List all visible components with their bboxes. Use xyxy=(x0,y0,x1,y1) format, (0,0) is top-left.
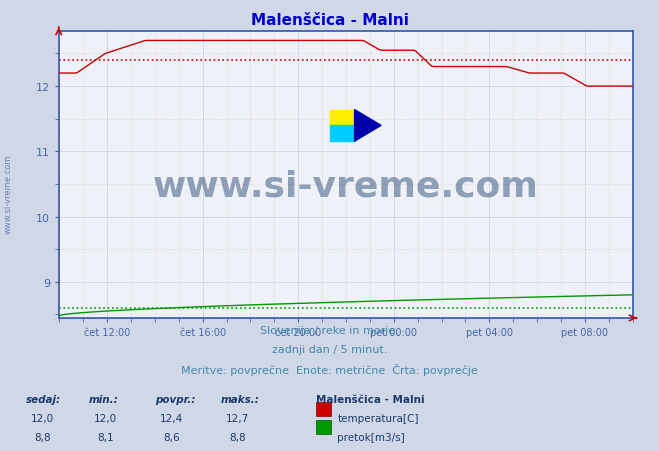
Text: 8,8: 8,8 xyxy=(229,432,246,442)
Text: Malenščica - Malni: Malenščica - Malni xyxy=(316,395,425,405)
Text: zadnji dan / 5 minut.: zadnji dan / 5 minut. xyxy=(272,345,387,354)
Text: 12,0: 12,0 xyxy=(31,414,55,423)
Text: 12,0: 12,0 xyxy=(94,414,117,423)
Text: temperatura[C]: temperatura[C] xyxy=(337,414,419,423)
Text: min.:: min.: xyxy=(89,395,119,405)
Text: Slovenija / reke in morje.: Slovenija / reke in morje. xyxy=(260,326,399,336)
Text: povpr.:: povpr.: xyxy=(155,395,195,405)
Text: www.si-vreme.com: www.si-vreme.com xyxy=(153,169,539,203)
Bar xyxy=(331,126,355,142)
Text: 8,1: 8,1 xyxy=(97,432,114,442)
Text: 8,6: 8,6 xyxy=(163,432,180,442)
Text: maks.:: maks.: xyxy=(221,395,260,405)
Text: pretok[m3/s]: pretok[m3/s] xyxy=(337,432,405,442)
Text: 12,4: 12,4 xyxy=(159,414,183,423)
Bar xyxy=(331,110,355,126)
Text: Meritve: povprečne  Enote: metrične  Črta: povprečje: Meritve: povprečne Enote: metrične Črta:… xyxy=(181,364,478,376)
Text: www.si-vreme.com: www.si-vreme.com xyxy=(3,154,13,234)
Text: 8,8: 8,8 xyxy=(34,432,51,442)
Text: Malenščica - Malni: Malenščica - Malni xyxy=(250,13,409,28)
Text: 12,7: 12,7 xyxy=(225,414,249,423)
Polygon shape xyxy=(355,110,381,142)
Text: sedaj:: sedaj: xyxy=(26,395,61,405)
